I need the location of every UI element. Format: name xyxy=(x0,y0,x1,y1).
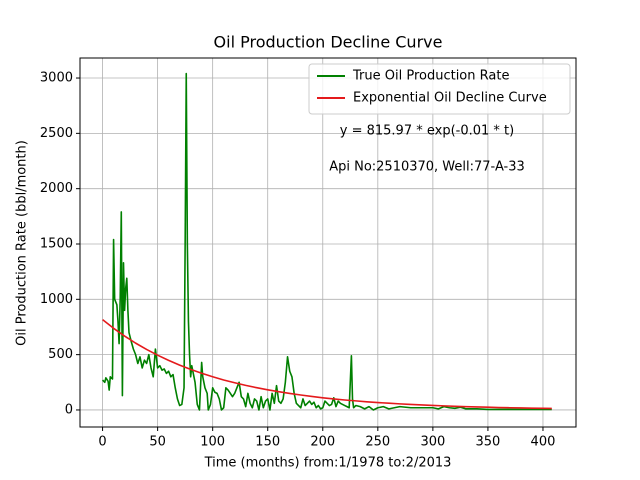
legend-label: True Oil Production Rate xyxy=(352,69,509,84)
x-tick-label: 150 xyxy=(255,435,280,450)
x-tick-label: 250 xyxy=(365,435,390,450)
x-tick-label: 0 xyxy=(98,435,106,450)
y-tick-label: 2000 xyxy=(40,181,73,196)
x-tick-label: 400 xyxy=(531,435,556,450)
data-line xyxy=(102,319,552,410)
chart-title: Oil Production Decline Curve xyxy=(214,33,443,52)
data-line xyxy=(102,72,552,411)
y-tick-label: 2500 xyxy=(40,126,73,141)
legend-box xyxy=(308,63,571,115)
x-tick-label: 50 xyxy=(149,435,166,450)
y-tick-label: 1000 xyxy=(40,292,73,307)
y-tick-label: 3000 xyxy=(40,71,73,86)
x-axis-label: Time (months) from:1/1978 to:2/2013 xyxy=(204,456,452,471)
plot-frame xyxy=(79,57,577,428)
annotation: y = 815.97 * exp(-0.01 * t) xyxy=(340,124,514,139)
y-axis-label: Oil Production Rate (bbl/month) xyxy=(15,140,30,346)
x-tick-label: 200 xyxy=(310,435,335,450)
y-tick-label: 500 xyxy=(48,347,73,362)
y-tick-label: 0 xyxy=(65,402,73,417)
x-tick-label: 350 xyxy=(476,435,501,450)
y-tick-label: 1500 xyxy=(40,236,73,251)
x-tick-label: 100 xyxy=(200,435,225,450)
x-tick-label: 300 xyxy=(420,435,445,450)
legend-label: Exponential Oil Decline Curve xyxy=(353,91,547,106)
annotation: Api No:2510370, Well:77-A-33 xyxy=(329,160,525,175)
